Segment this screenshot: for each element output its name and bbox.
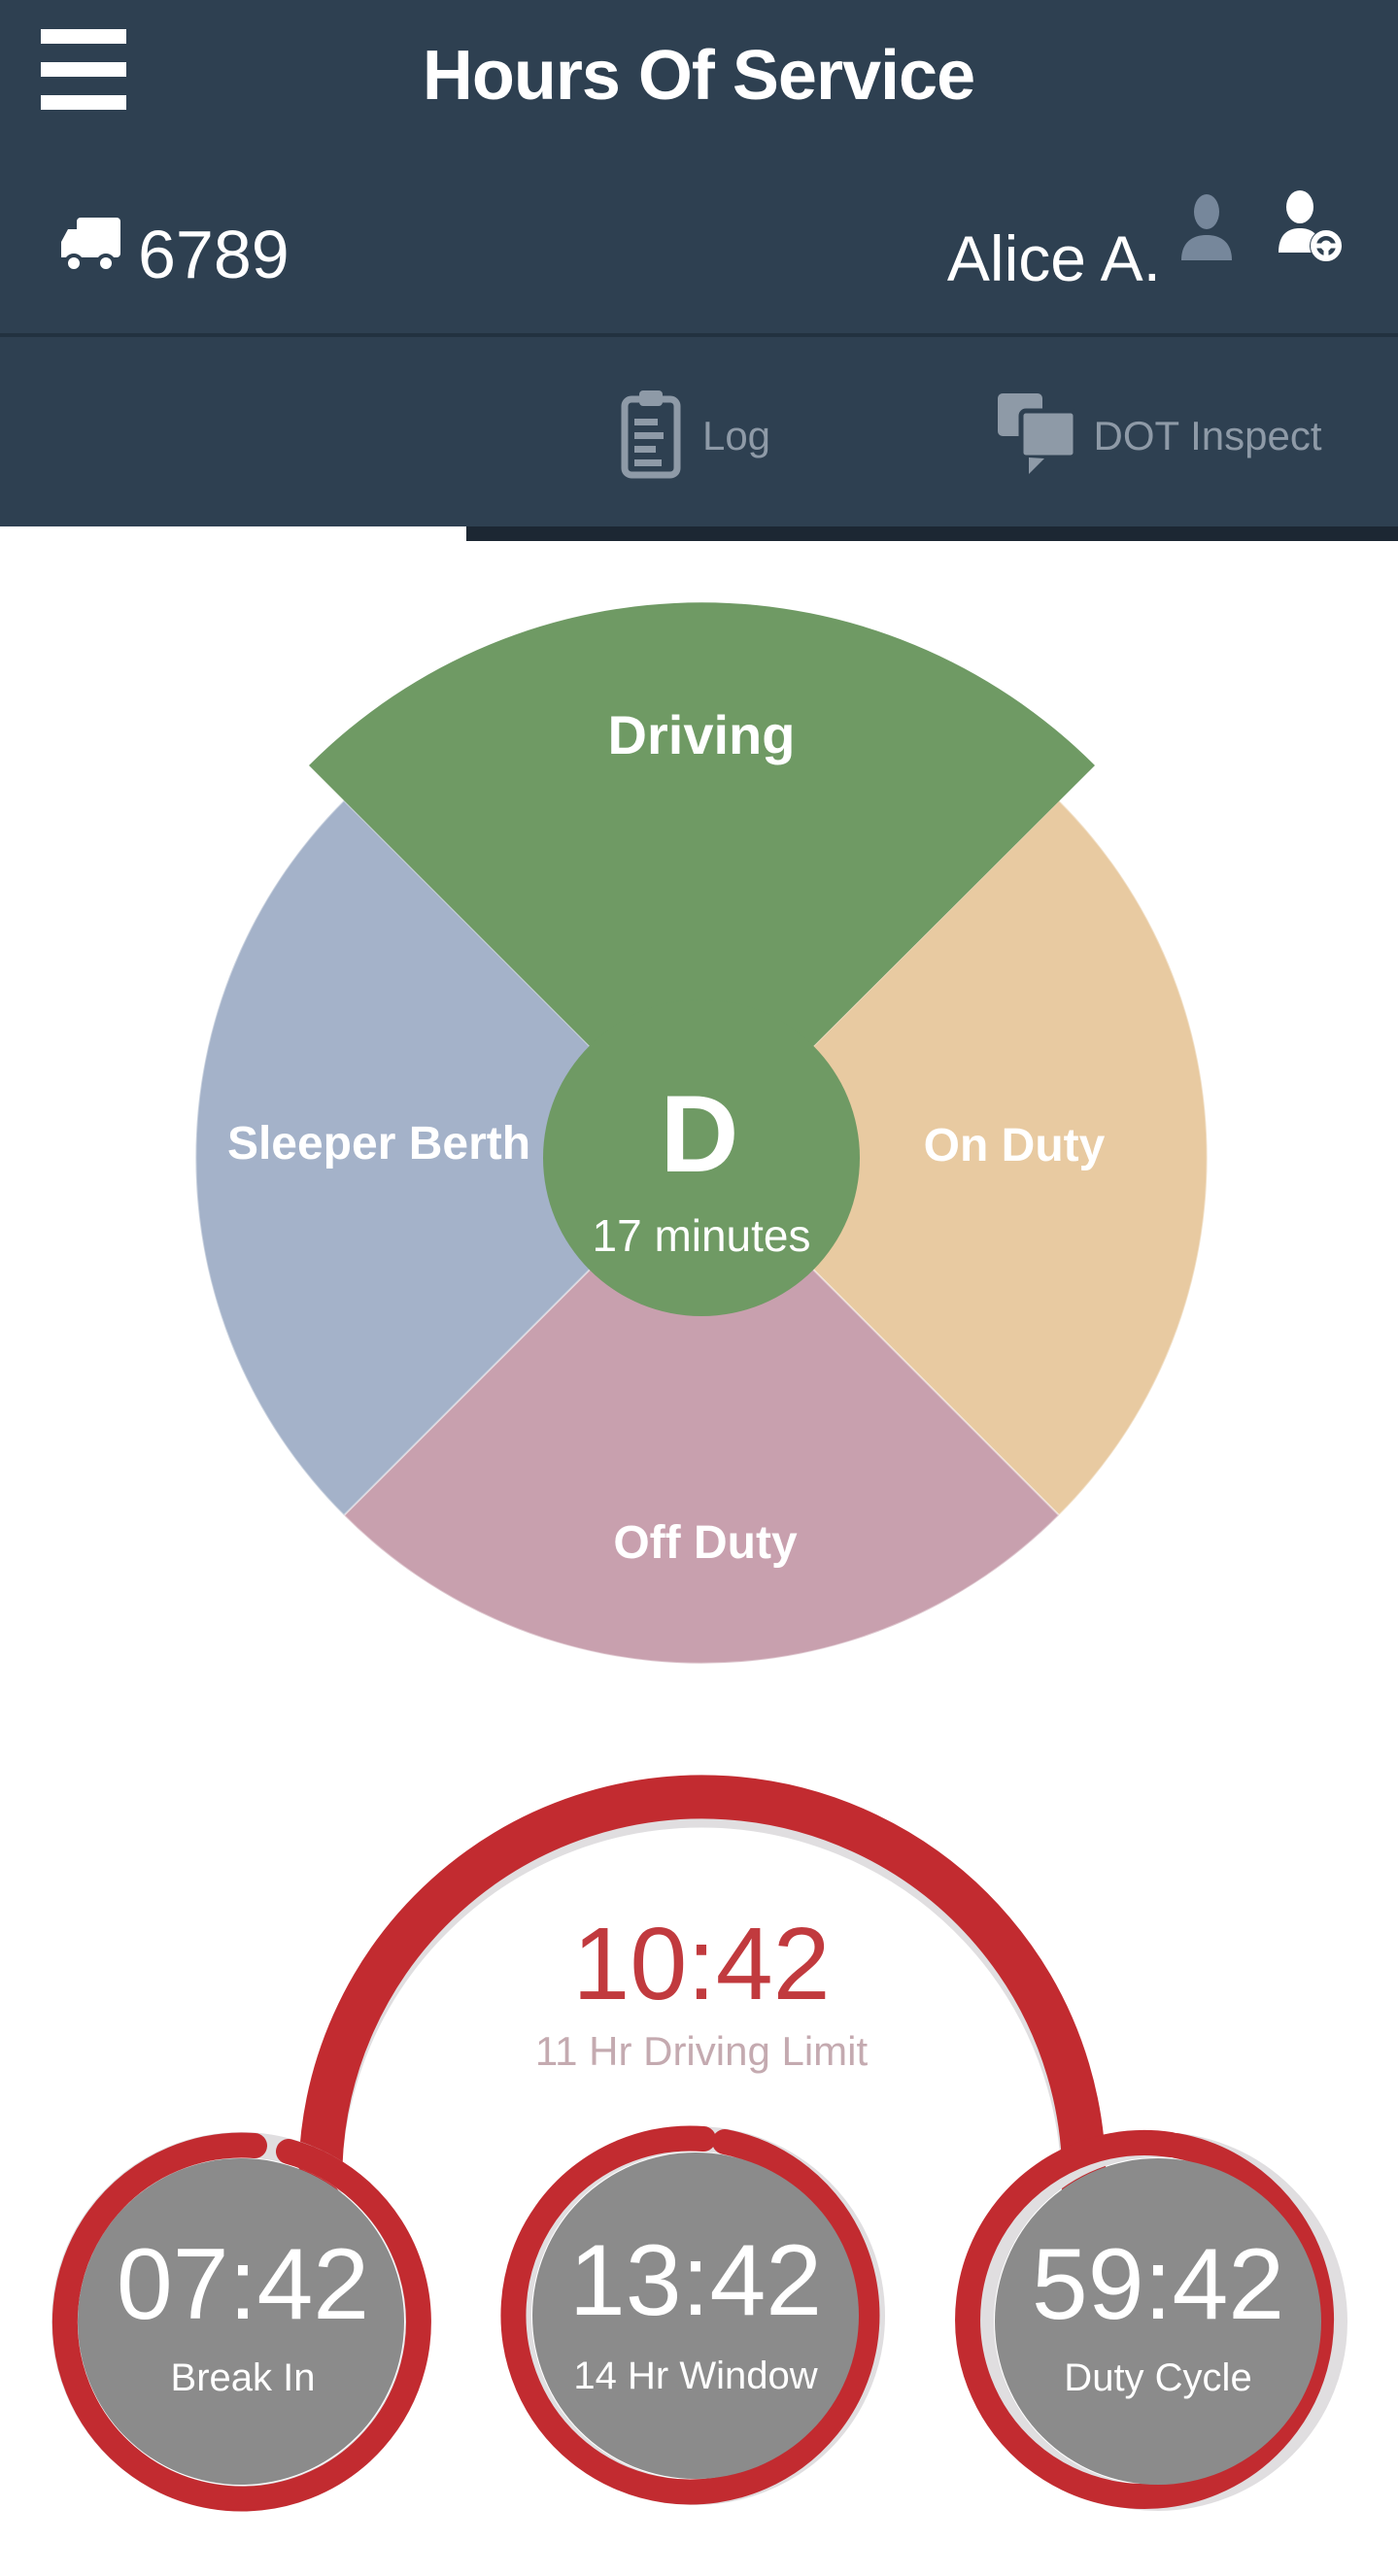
break-in-label: Break In bbox=[170, 2356, 316, 2399]
app-header: Hours Of Service 6789 Alice A. bbox=[0, 0, 1398, 814]
hamburger-bar bbox=[41, 29, 126, 44]
driving-limit-label: 11 Hr Driving Limit bbox=[534, 2028, 869, 2074]
tab-log[interactable]: Log bbox=[466, 337, 933, 526]
active-tab-indicator bbox=[0, 526, 466, 541]
window-disk bbox=[532, 2152, 859, 2479]
current-status-code: D bbox=[660, 1073, 739, 1195]
pie-label-sleeper-berth: Sleeper Berth bbox=[226, 1118, 531, 1169]
break-in-disk bbox=[78, 2158, 404, 2485]
window-value: 13:42 bbox=[568, 2224, 823, 2337]
pie-center-status-circle[interactable] bbox=[543, 1000, 860, 1316]
clipboard-icon bbox=[620, 390, 682, 479]
pie-label-on-duty: On Duty bbox=[923, 1120, 1106, 1171]
hamburger-menu-button[interactable] bbox=[41, 29, 126, 111]
pie-wedge-off-duty[interactable] bbox=[342, 1156, 1061, 1665]
pie-wedge-sleeper-berth[interactable] bbox=[194, 798, 703, 1517]
clock-icon bbox=[131, 729, 219, 817]
header-divider bbox=[0, 333, 1398, 337]
duty-cycle-label: Duty Cycle bbox=[1064, 2356, 1252, 2399]
duty-cycle-disk bbox=[995, 2158, 1321, 2485]
chat-bubbles-icon bbox=[998, 393, 1077, 477]
codriver-icon[interactable] bbox=[1181, 194, 1232, 260]
tab-bar-bottom-strip bbox=[466, 526, 1398, 541]
hamburger-bar bbox=[41, 95, 126, 110]
duty-cycle-value: 59:42 bbox=[1031, 2228, 1285, 2341]
break-in-ring bbox=[51, 2132, 431, 2512]
break-in-value: 07:42 bbox=[116, 2228, 370, 2341]
driver-steering-wheel-icon[interactable] bbox=[1271, 190, 1347, 266]
truck-icon bbox=[60, 216, 122, 276]
window-label: 14 Hr Window bbox=[573, 2355, 818, 2397]
duty-cycle-ring bbox=[955, 2130, 1335, 2509]
pie-wedge-on-duty[interactable] bbox=[699, 798, 1209, 1517]
pie-label-off-duty: Off Duty bbox=[613, 1517, 798, 1569]
driver-name[interactable]: Alice A. bbox=[946, 222, 1161, 294]
pie-wedge-driving[interactable] bbox=[309, 602, 1095, 1158]
pie-label-driving: Driving bbox=[607, 704, 796, 765]
driving-limit-value: 10:42 bbox=[572, 1907, 831, 2021]
tab-dot-inspect-label: DOT Inspect bbox=[1093, 413, 1322, 458]
window-ring bbox=[500, 2125, 880, 2505]
tab-log-label: Log bbox=[701, 413, 771, 458]
hamburger-bar bbox=[41, 62, 126, 77]
tab-dot-inspect[interactable]: DOT Inspect bbox=[932, 337, 1398, 526]
driving-limit-gauge-arc bbox=[298, 1775, 1107, 2237]
vehicle-number[interactable]: 6789 bbox=[138, 217, 290, 292]
page-title: Hours Of Service bbox=[422, 37, 975, 115]
current-status-duration: 17 minutes bbox=[592, 1210, 811, 1261]
